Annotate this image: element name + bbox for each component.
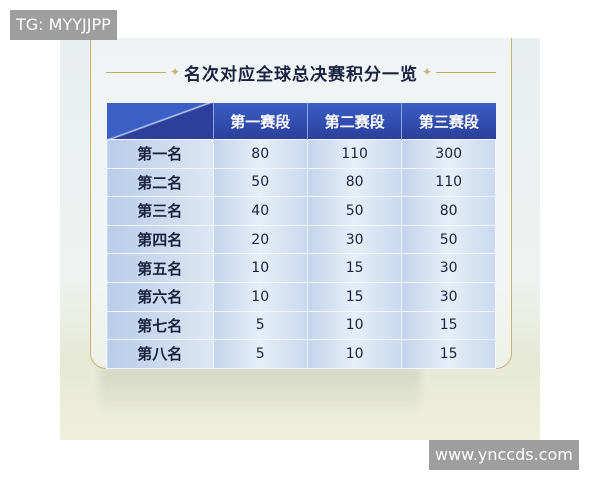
poster-image: ✦ 名次对应全球总决赛积分一览 ✦ 第一赛段 第二赛段 第三赛段 第一名 80 11…: [60, 38, 540, 440]
sparkle-icon: ✦: [422, 65, 433, 79]
points-cell: 80: [401, 196, 496, 226]
rank-cell: 第八名: [106, 339, 214, 369]
points-cell: 10: [306, 339, 403, 369]
table-row: 第七名 5 10 15: [106, 310, 496, 341]
points-table: 第一赛段 第二赛段 第三赛段 第一名 80 110 300 第二名 50 80 110 第三名 4…: [106, 103, 496, 369]
column-header: 第二赛段: [306, 103, 402, 140]
rank-cell: 第二名: [106, 167, 214, 198]
table-row: 第二名 50 80 110: [106, 167, 496, 198]
poster-title: 名次对应全球总决赛积分一览: [184, 64, 418, 85]
points-cell: 80: [212, 139, 308, 169]
title-row: ✦ 名次对应全球总决赛积分一览 ✦: [106, 60, 496, 85]
points-cell: 5: [212, 310, 308, 341]
column-header: 第一赛段: [212, 103, 308, 140]
table-row: 第三名 40 50 80: [106, 196, 496, 226]
table-row: 第五名 10 15 30: [106, 253, 496, 283]
points-cell: 50: [401, 224, 496, 255]
points-cell: 30: [306, 224, 403, 255]
table-row: 第八名 5 10 15: [106, 339, 496, 369]
points-cell: 110: [401, 167, 496, 198]
points-cell: 10: [212, 281, 308, 312]
points-cell: 30: [401, 253, 496, 283]
sparkle-icon: ✦: [169, 65, 180, 79]
watermark-top: TG: MYYJJPP: [10, 10, 117, 40]
header-row: 第一赛段 第二赛段 第三赛段: [106, 103, 496, 140]
points-cell: 15: [306, 281, 403, 312]
points-cell: 110: [306, 139, 403, 169]
points-cell: 300: [401, 139, 496, 169]
rank-cell: 第六名: [106, 281, 214, 312]
points-cell: 20: [212, 224, 308, 255]
divider-line: [106, 71, 166, 73]
points-cell: 5: [212, 339, 308, 369]
table-row: 第六名 10 15 30: [106, 281, 496, 312]
points-cell: 10: [306, 310, 403, 341]
points-cell: 40: [212, 196, 308, 226]
points-cell: 15: [401, 310, 496, 341]
points-cell: 15: [306, 253, 403, 283]
rank-cell: 第一名: [106, 139, 214, 169]
diagonal-header-cell: [106, 103, 213, 140]
divider-line: [436, 71, 496, 73]
points-cell: 30: [401, 281, 496, 312]
rank-cell: 第七名: [106, 310, 214, 341]
points-cell: 15: [401, 339, 496, 369]
rank-cell: 第四名: [106, 224, 214, 255]
background-crowd: [100, 368, 420, 408]
watermark-bottom: www.ynccds.com: [429, 440, 579, 470]
points-cell: 50: [306, 196, 403, 226]
table-row: 第一名 80 110 300: [106, 139, 496, 169]
table-row: 第四名 20 30 50: [106, 224, 496, 255]
points-card: ✦ 名次对应全球总决赛积分一览 ✦ 第一赛段 第二赛段 第三赛段 第一名 80 11…: [90, 38, 512, 369]
points-cell: 80: [306, 167, 403, 198]
rank-cell: 第三名: [106, 196, 214, 226]
rank-cell: 第五名: [106, 253, 214, 283]
points-cell: 50: [212, 167, 308, 198]
column-header: 第三赛段: [401, 103, 496, 140]
points-cell: 10: [212, 253, 308, 283]
